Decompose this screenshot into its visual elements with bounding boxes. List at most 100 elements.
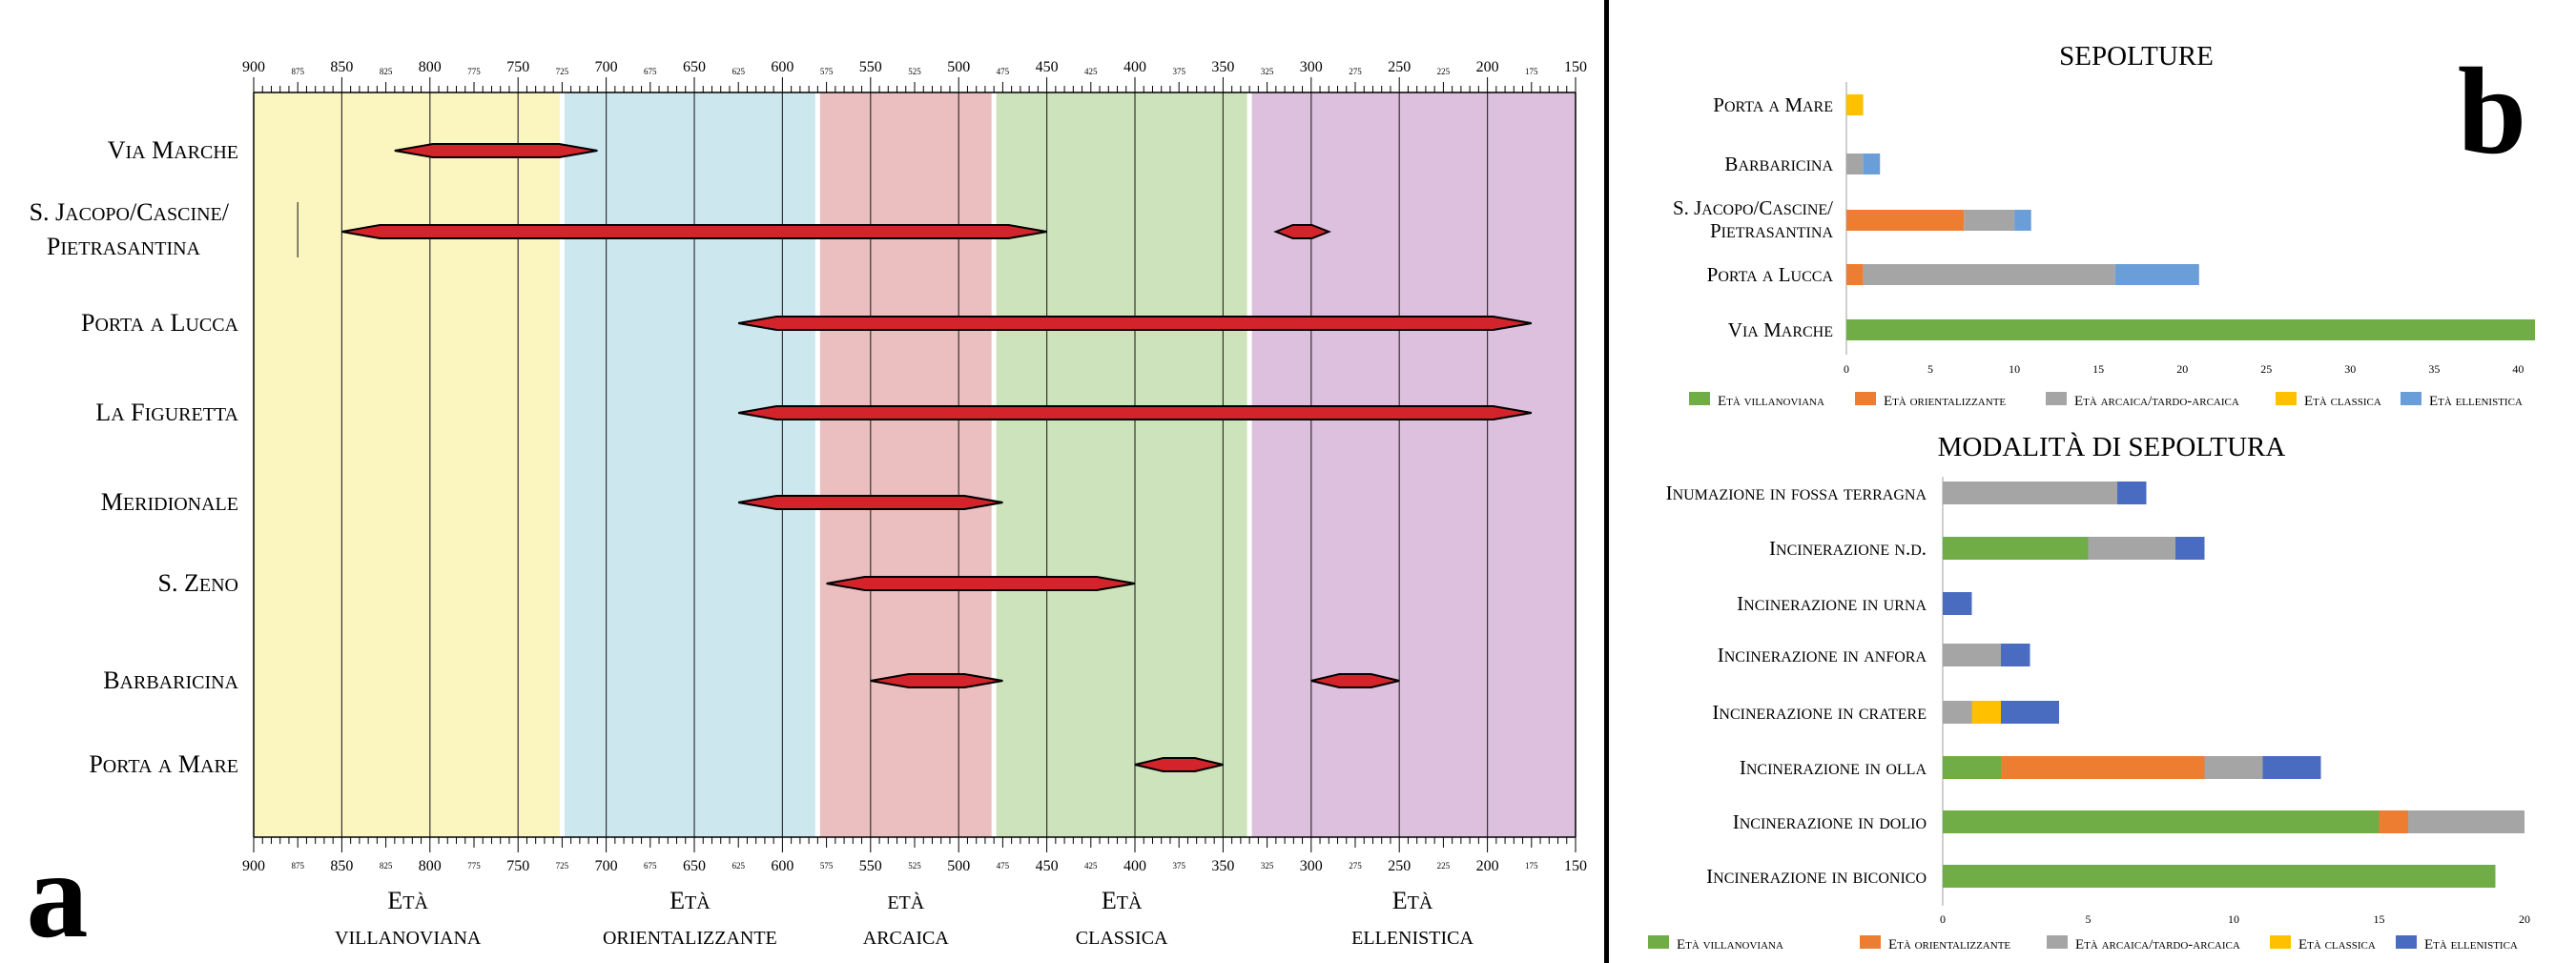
site-label: BARBARICINA <box>103 666 238 694</box>
bar-segment <box>1846 319 2535 340</box>
minor-tick-label-bottom-175: 175 <box>1525 861 1538 871</box>
legend-swatch <box>2276 392 2297 405</box>
minor-tick-label-top-525: 525 <box>908 67 921 76</box>
minor-tick-label-top-575: 575 <box>820 67 834 76</box>
bar-segment <box>1863 154 1881 174</box>
legend-label: ETÀ CLASSICA <box>2304 394 2381 409</box>
category-label: INCINERAZIONE IN DOLIO <box>1733 810 1927 833</box>
minor-tick-label-bottom-675: 675 <box>644 861 657 871</box>
period-label: CLASSICA <box>1076 928 1168 949</box>
tick-label-bottom-600: 600 <box>771 858 793 874</box>
tick-label-top-550: 550 <box>859 59 882 75</box>
legend-swatch <box>2046 392 2067 405</box>
tick-label-top-350: 350 <box>1211 59 1234 75</box>
site-label: S. JACOPO/CASCINE/ <box>30 198 230 226</box>
panel-divider <box>1604 0 1609 963</box>
tick-label-top-250: 250 <box>1388 59 1411 75</box>
minor-tick-label-top-775: 775 <box>467 67 481 76</box>
bar-segment <box>1846 154 1864 174</box>
category-label: INCINERAZIONE IN CRATERE <box>1712 701 1927 724</box>
minor-tick-label-bottom-325: 325 <box>1261 861 1274 871</box>
bar-segment <box>1943 756 2001 779</box>
tick-label-top-400: 400 <box>1123 59 1146 75</box>
category-label: PIETRASANTINA <box>1710 219 1833 242</box>
x-tick-label: 25 <box>2260 362 2272 376</box>
tick-label-bottom-250: 250 <box>1388 858 1411 874</box>
minor-tick-label-bottom-625: 625 <box>732 861 745 871</box>
minor-tick-label-bottom-525: 525 <box>908 861 921 871</box>
minor-tick-label-top-475: 475 <box>997 67 1010 76</box>
bar-segment <box>2114 264 2199 285</box>
site-label: PORTA A MARE <box>89 750 238 778</box>
period-label: ETÀ <box>887 891 924 913</box>
bar-segment <box>2262 756 2321 779</box>
bar-segment <box>1943 644 2001 666</box>
range-bar <box>1310 673 1400 688</box>
panel-letter-b: b <box>2458 43 2526 180</box>
period-label: ORIENTALIZZANTE <box>603 928 777 949</box>
x-tick-label: 30 <box>2344 362 2356 376</box>
tick-label-top-500: 500 <box>947 59 970 75</box>
category-label: PORTA A MARE <box>1713 93 1833 116</box>
bar-segment <box>1863 264 2115 285</box>
bar-segment <box>1943 810 2380 833</box>
bar-segment <box>1943 482 2117 504</box>
bar-segment <box>1846 264 1864 285</box>
x-tick-label: 0 <box>1940 912 1946 926</box>
bar-segment <box>2001 644 2030 666</box>
minor-tick-label-bottom-725: 725 <box>556 861 569 871</box>
category-label: VIA MARCHE <box>1728 318 1833 341</box>
bar-segment <box>1964 210 2015 231</box>
period-label: ARCAICA <box>863 928 950 949</box>
minor-tick-label-top-825: 825 <box>380 67 393 76</box>
chart-title: SEPOLTURE <box>2059 41 2214 72</box>
period-band-4 <box>1249 92 1576 837</box>
minor-tick-label-top-425: 425 <box>1084 67 1098 76</box>
tick-label-top-200: 200 <box>1476 59 1499 75</box>
panel-letter-a: a <box>27 827 89 963</box>
minor-tick-label-bottom-775: 775 <box>467 861 481 871</box>
tick-label-top-300: 300 <box>1300 59 1323 75</box>
range-bar <box>738 316 1532 331</box>
minor-tick-label-top-325: 325 <box>1261 67 1274 76</box>
tick-label-bottom-500: 500 <box>947 858 970 874</box>
tick-label-top-150: 150 <box>1564 59 1587 75</box>
legend-label: ETÀ ORIENTALIZZANTE <box>1888 937 2010 953</box>
period-label: ELLENISTICA <box>1351 928 1473 949</box>
minor-tick-label-bottom-225: 225 <box>1437 861 1451 871</box>
bar-segment <box>2175 537 2205 560</box>
legend-swatch <box>1855 392 1876 405</box>
legend-label: ETÀ ARCAICA/TARDO-ARCAICA <box>2074 394 2239 409</box>
minor-tick-label-top-175: 175 <box>1525 67 1538 76</box>
tick-label-bottom-300: 300 <box>1300 858 1323 874</box>
x-tick-label: 20 <box>2519 912 2530 926</box>
tick-label-top-600: 600 <box>771 59 793 75</box>
tick-label-bottom-650: 650 <box>683 858 706 874</box>
bar-segment <box>2379 810 2408 833</box>
x-tick-label: 35 <box>2428 362 2440 376</box>
bar-segment <box>2408 810 2524 833</box>
legend-swatch <box>1860 935 1881 949</box>
x-tick-label: 5 <box>2086 912 2092 926</box>
panel-b-modalita-chart: MODALITÀ DI SEPOLTURA 0 5 10 15 20 INUMAZIONE … <box>1648 431 2530 953</box>
legend-label: ETÀ VILLANOVIANA <box>1718 394 1824 409</box>
tick-label-bottom-550: 550 <box>859 858 882 874</box>
tick-label-top-700: 700 <box>595 59 618 75</box>
site-label: PORTA A LUCCA <box>81 309 239 337</box>
panel-b-sepolture-chart: SEPOLTURE 0 5 10 15 20 25 30 35 40 PORTA A MARE BAR… <box>1673 41 2535 409</box>
bar-segment <box>2204 756 2263 779</box>
x-tick-label: 40 <box>2512 362 2524 376</box>
category-label: INUMAZIONE IN FOSSA TERRAGNA <box>1666 482 1927 504</box>
x-tick-label: 20 <box>2176 362 2188 376</box>
x-tick-label: 5 <box>1927 362 1933 376</box>
minor-tick-label-top-275: 275 <box>1349 67 1362 76</box>
bar-segment <box>2117 482 2147 504</box>
category-label: INCINERAZIONE IN URNA <box>1737 592 1927 615</box>
legend-label: ETÀ ELLENISTICA <box>2424 937 2518 953</box>
tick-label-bottom-150: 150 <box>1564 858 1587 874</box>
tick-label-bottom-900: 900 <box>242 858 265 874</box>
minor-tick-label-bottom-275: 275 <box>1349 861 1362 871</box>
x-tick-label: 10 <box>2009 362 2020 376</box>
minor-tick-label-top-675: 675 <box>644 67 657 76</box>
legend-label: ETÀ VILLANOVIANA <box>1677 937 1783 953</box>
